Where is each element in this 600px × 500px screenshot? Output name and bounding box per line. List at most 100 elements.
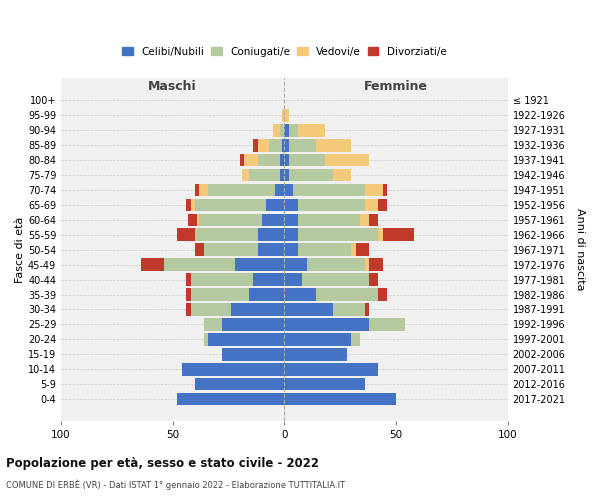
Bar	[284, 392, 396, 406]
Bar	[204, 244, 257, 256]
Bar	[204, 318, 222, 330]
Bar	[275, 184, 284, 196]
Bar	[235, 258, 284, 271]
Bar	[257, 228, 284, 241]
Bar	[284, 184, 293, 196]
Bar	[191, 288, 248, 301]
Bar	[280, 154, 284, 166]
Text: Popolazione per età, sesso e stato civile - 2022: Popolazione per età, sesso e stato civil…	[6, 458, 319, 470]
Bar	[242, 168, 248, 181]
Bar	[284, 124, 289, 136]
Bar	[273, 124, 280, 136]
Bar	[298, 214, 360, 226]
Bar	[177, 228, 195, 241]
Bar	[383, 228, 414, 241]
Bar	[186, 198, 191, 211]
Bar	[365, 303, 369, 316]
Bar	[186, 288, 191, 301]
Bar	[284, 139, 289, 151]
Bar	[248, 168, 280, 181]
Text: Maschi: Maschi	[148, 80, 197, 93]
Bar	[239, 154, 244, 166]
Bar	[316, 139, 352, 151]
Bar	[269, 139, 282, 151]
Bar	[298, 228, 378, 241]
Bar	[280, 124, 284, 136]
Bar	[284, 363, 378, 376]
Bar	[253, 139, 257, 151]
Bar	[298, 198, 365, 211]
Bar	[199, 184, 208, 196]
Bar	[188, 214, 197, 226]
Bar	[266, 198, 284, 211]
Bar	[289, 139, 316, 151]
Bar	[284, 214, 298, 226]
Bar	[369, 318, 405, 330]
Y-axis label: Anni di nascita: Anni di nascita	[575, 208, 585, 291]
Bar	[284, 333, 352, 345]
Bar	[195, 228, 257, 241]
Bar	[284, 378, 365, 390]
Bar	[186, 274, 191, 286]
Bar	[302, 274, 369, 286]
Bar	[282, 139, 284, 151]
Bar	[378, 288, 387, 301]
Bar	[195, 378, 284, 390]
Bar	[282, 109, 284, 122]
Bar	[164, 258, 235, 271]
Bar	[199, 214, 262, 226]
Bar	[334, 168, 352, 181]
Bar	[191, 274, 253, 286]
Bar	[284, 244, 298, 256]
Bar	[284, 274, 302, 286]
Bar	[284, 109, 289, 122]
Bar	[186, 303, 191, 316]
Bar	[208, 333, 284, 345]
Bar	[177, 392, 284, 406]
Bar	[257, 154, 280, 166]
Bar	[316, 288, 378, 301]
Bar	[248, 288, 284, 301]
Bar	[293, 184, 365, 196]
Bar	[284, 228, 298, 241]
Bar	[284, 154, 289, 166]
Y-axis label: Fasce di età: Fasce di età	[15, 216, 25, 283]
Bar	[289, 168, 334, 181]
Bar	[231, 303, 284, 316]
Bar	[298, 124, 325, 136]
Bar	[280, 168, 284, 181]
Bar	[360, 214, 369, 226]
Bar	[253, 274, 284, 286]
Bar	[142, 258, 164, 271]
Bar	[244, 154, 257, 166]
Text: COMUNE DI ERBÈ (VR) - Dati ISTAT 1° gennaio 2022 - Elaborazione TUTTITALIA.IT: COMUNE DI ERBÈ (VR) - Dati ISTAT 1° genn…	[6, 479, 345, 490]
Bar	[222, 318, 284, 330]
Bar	[284, 318, 369, 330]
Bar	[195, 184, 199, 196]
Bar	[195, 198, 266, 211]
Bar	[222, 348, 284, 360]
Bar	[284, 288, 316, 301]
Bar	[298, 244, 352, 256]
Bar	[378, 228, 383, 241]
Bar	[369, 214, 378, 226]
Bar	[378, 198, 387, 211]
Bar	[352, 244, 356, 256]
Bar	[257, 244, 284, 256]
Bar	[257, 139, 269, 151]
Bar	[325, 154, 369, 166]
Bar	[289, 124, 298, 136]
Bar	[369, 258, 383, 271]
Bar	[352, 333, 360, 345]
Legend: Celibi/Nubili, Coniugati/e, Vedovi/e, Divorziati/e: Celibi/Nubili, Coniugati/e, Vedovi/e, Di…	[118, 42, 451, 61]
Bar	[365, 198, 378, 211]
Bar	[383, 184, 387, 196]
Bar	[262, 214, 284, 226]
Bar	[284, 258, 307, 271]
Bar	[182, 363, 284, 376]
Bar	[365, 258, 369, 271]
Bar	[191, 303, 231, 316]
Bar	[284, 168, 289, 181]
Bar	[369, 274, 378, 286]
Bar	[334, 303, 365, 316]
